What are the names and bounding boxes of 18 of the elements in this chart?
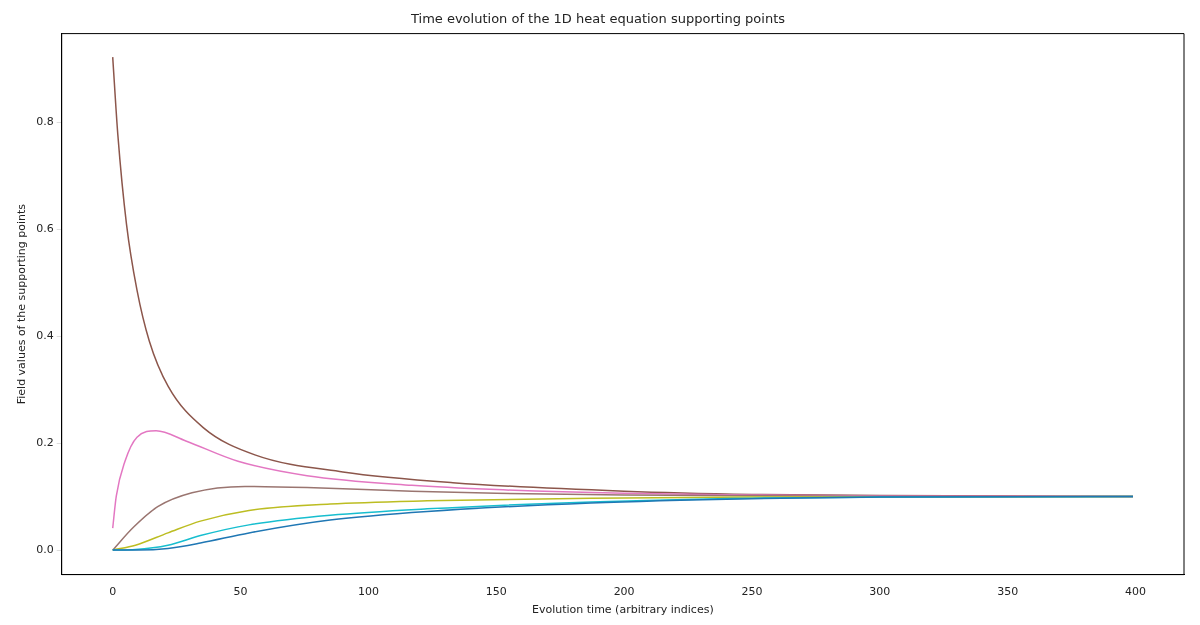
- x-tick-label: 50: [233, 585, 248, 599]
- x-tick-label: 400: [1125, 585, 1147, 599]
- x-tick-label: 150: [485, 585, 507, 599]
- y-axis-title: Field values of the supporting points: [15, 203, 29, 405]
- line-series: [111, 495, 1134, 551]
- x-tick-label: 350: [997, 585, 1019, 599]
- x-tick-label: 200: [613, 585, 635, 599]
- y-tick-label: 0.2: [36, 435, 54, 449]
- x-tick-label: 250: [741, 585, 763, 599]
- x-tick-label: 100: [357, 585, 379, 599]
- y-tick-label: 0.6: [36, 222, 54, 236]
- x-tick-label: 0: [109, 585, 117, 599]
- y-tick-label: 0.0: [36, 542, 54, 556]
- x-axis-title: Evolution time (arbitrary indices): [531, 603, 714, 617]
- y-tick-label: 0.4: [36, 329, 54, 343]
- y-tick-label: 0.8: [36, 115, 54, 129]
- x-tick-label: 300: [869, 585, 891, 599]
- chart-title: Time evolution of the 1D heat equation supporting points: [409, 11, 786, 27]
